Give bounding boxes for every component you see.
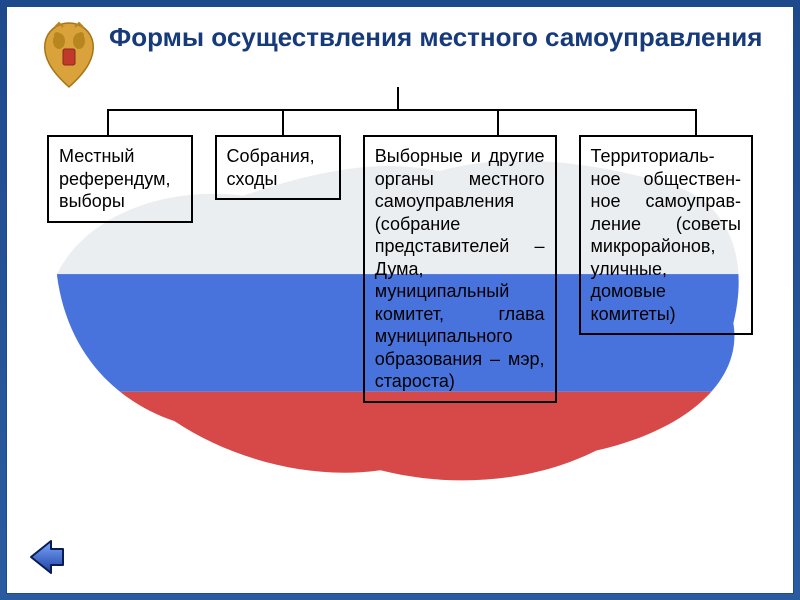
- header-row: Формы осуществления местного самоуправле…: [37, 19, 763, 91]
- org-box: Собрания, сходы: [215, 135, 341, 200]
- slide-outer-frame: Формы осуществления местного самоуправле…: [0, 0, 800, 600]
- boxes-row: Местный референдум, выборы Собрания, сход…: [47, 135, 753, 403]
- org-box-text: Выборные и другие органы местного самоуп…: [375, 146, 545, 391]
- connector-root: [397, 87, 399, 109]
- org-box: Местный референдум, выборы: [47, 135, 193, 223]
- org-box-text: Территориаль-ное обществен-ное самоуправ…: [591, 146, 741, 324]
- org-box-text: Местный референдум, выборы: [59, 146, 170, 211]
- connector-drop: [695, 109, 697, 135]
- connector-drop: [107, 109, 109, 135]
- russia-coat-of-arms-icon: [37, 19, 101, 91]
- org-box-text: Собрания, сходы: [227, 146, 315, 189]
- connector-drop: [497, 109, 499, 135]
- slide-content: Формы осуществления местного самоуправле…: [7, 7, 793, 593]
- connector-horizontal: [107, 109, 697, 111]
- slide-inner-frame: Формы осуществления местного самоуправле…: [6, 6, 794, 594]
- slide-title: Формы осуществления местного самоуправле…: [109, 19, 762, 53]
- connector-drop: [282, 109, 284, 135]
- org-box: Территориаль-ное обществен-ное самоуправ…: [579, 135, 753, 335]
- nav-back-button[interactable]: [21, 535, 69, 579]
- org-box: Выборные и другие органы местного самоуп…: [363, 135, 557, 403]
